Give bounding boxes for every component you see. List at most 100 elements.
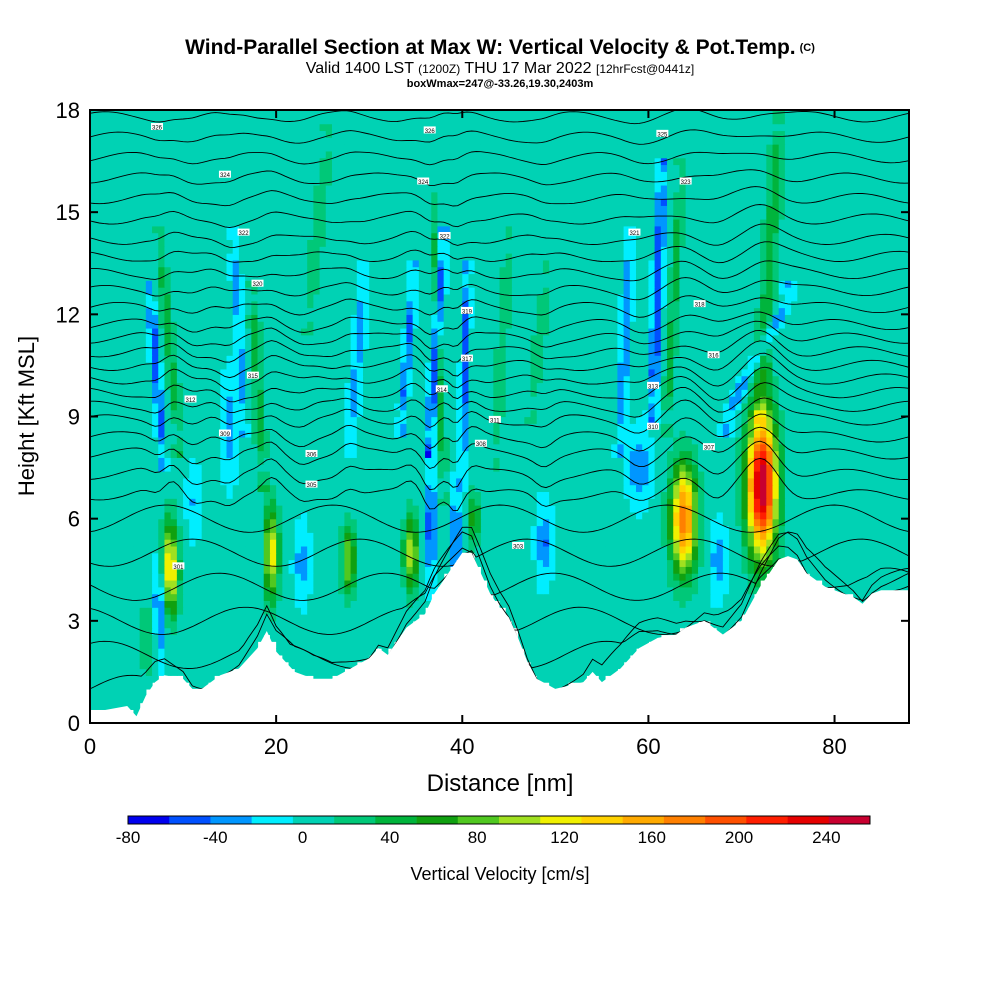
heatmap-cell <box>189 552 197 561</box>
heatmap-cell <box>96 634 103 642</box>
heatmap-cell <box>288 382 296 390</box>
heatmap-cell <box>549 620 556 629</box>
heatmap-cell <box>189 614 197 622</box>
heatmap-cell <box>269 430 277 438</box>
heatmap-cell <box>176 416 184 424</box>
heatmap-cell <box>207 620 215 629</box>
heatmap-cell <box>195 409 203 418</box>
heatmap-cell <box>809 498 817 506</box>
heatmap-cell <box>549 457 556 465</box>
heatmap-cell <box>623 586 631 595</box>
heatmap-cell <box>102 552 110 561</box>
heatmap-cell <box>288 409 296 418</box>
heatmap-cell <box>164 470 172 479</box>
heatmap-cell <box>164 648 172 656</box>
heatmap-cell <box>617 470 625 479</box>
heatmap-cell <box>598 661 606 670</box>
heatmap-cell <box>102 641 110 649</box>
heatmap-cell <box>679 436 687 445</box>
heatmap-cell <box>294 573 302 581</box>
heatmap-cell <box>418 443 426 452</box>
heatmap-cell <box>468 389 476 397</box>
heatmap-cell <box>542 470 550 479</box>
heatmap-cell <box>877 532 885 540</box>
heatmap-cell <box>685 457 693 465</box>
heatmap-cell <box>406 552 414 561</box>
heatmap-cell <box>642 457 649 465</box>
heatmap-cell <box>363 552 370 561</box>
heatmap-cell <box>853 505 860 513</box>
heatmap-cell <box>195 552 203 561</box>
heatmap-cell <box>567 593 575 601</box>
heatmap-cell <box>902 573 909 581</box>
heatmap-cell <box>518 430 525 438</box>
heatmap-cell <box>443 416 451 424</box>
heatmap-cell <box>263 518 271 527</box>
heatmap-cell <box>834 464 842 472</box>
heatmap-cell <box>685 450 693 458</box>
heatmap-cell <box>784 436 792 445</box>
heatmap-cell <box>344 607 352 615</box>
heatmap-cell <box>114 443 122 452</box>
heatmap-cell <box>400 559 408 567</box>
heatmap-cell <box>822 498 829 506</box>
heatmap-cell <box>542 579 550 588</box>
heatmap-cell <box>344 477 352 486</box>
heatmap-cell <box>257 423 265 431</box>
heatmap-cell <box>586 457 594 465</box>
heatmap-cell <box>189 423 197 431</box>
heatmap-cell <box>648 593 656 601</box>
heatmap-cell <box>636 641 643 649</box>
heatmap-cell <box>518 552 525 561</box>
heatmap-cell <box>375 505 383 513</box>
heatmap-cell <box>884 539 891 547</box>
heatmap-cell <box>524 559 532 567</box>
heatmap-cell <box>567 457 575 465</box>
heatmap-cell <box>542 511 550 520</box>
heatmap-cell <box>238 505 246 513</box>
heatmap-cell <box>604 532 612 540</box>
heatmap-cell <box>294 416 302 424</box>
heatmap-cell <box>493 443 501 452</box>
heatmap-cell <box>902 477 909 486</box>
heatmap-cell <box>753 552 761 561</box>
heatmap-cell <box>592 593 600 601</box>
heatmap-cell <box>592 464 600 472</box>
heatmap-cell <box>189 450 197 458</box>
heatmap-cell <box>238 566 246 574</box>
heatmap-cell <box>505 518 513 527</box>
heatmap-cell <box>238 491 246 499</box>
heatmap-cell <box>567 559 575 567</box>
heatmap-cell <box>505 552 513 561</box>
heatmap-cell <box>369 511 376 520</box>
heatmap-cell <box>338 389 345 397</box>
heatmap-cell <box>344 396 352 404</box>
heatmap-cell <box>716 409 724 418</box>
heatmap-cell <box>809 532 817 540</box>
heatmap-cell <box>325 416 333 424</box>
heatmap-cell <box>133 416 141 424</box>
heatmap-cell <box>363 477 370 486</box>
heatmap-cell <box>394 423 401 431</box>
heatmap-cell <box>338 518 345 527</box>
heatmap-cell <box>412 566 420 574</box>
heatmap-cell <box>245 579 252 588</box>
heatmap-cell <box>257 389 265 397</box>
heatmap-cell <box>133 382 141 390</box>
heatmap-cell <box>307 416 314 424</box>
heatmap-cell <box>400 389 408 397</box>
heatmap-cell <box>511 396 519 404</box>
heatmap-cell <box>145 552 153 561</box>
heatmap-cell <box>96 389 103 397</box>
heatmap-cell <box>288 443 296 452</box>
heatmap-cell <box>381 559 389 567</box>
heatmap-cell <box>710 464 718 472</box>
heatmap-cell <box>263 409 271 418</box>
heatmap-cell <box>468 539 476 547</box>
heatmap-cell <box>518 389 525 397</box>
heatmap-cell <box>170 627 178 636</box>
heatmap-cell <box>499 566 507 574</box>
heatmap-cell <box>282 416 290 424</box>
heatmap-cell <box>784 470 792 479</box>
heatmap-cell <box>269 491 277 499</box>
